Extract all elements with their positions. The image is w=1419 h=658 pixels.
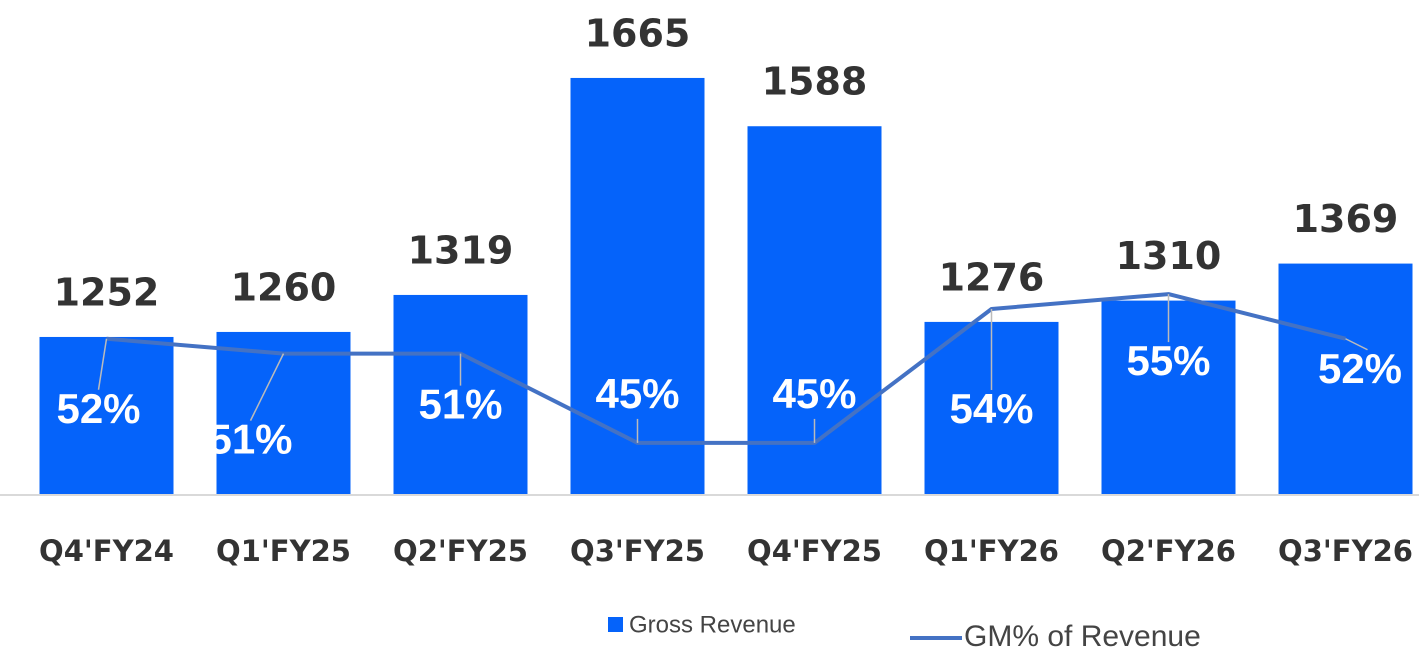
legend-label: GM% of Revenue	[964, 620, 1201, 653]
bar	[1278, 263, 1413, 495]
leader-line	[97, 338, 108, 390]
x-tick-label: Q1'FY26	[924, 534, 1059, 568]
bar-value-label: 1252	[54, 270, 160, 314]
bar	[393, 294, 528, 495]
leader-line	[1345, 338, 1368, 351]
legend-swatch	[608, 617, 623, 632]
line-value-label: 45%	[595, 370, 679, 417]
bar-value-label: 1588	[762, 60, 868, 104]
x-tick-label: Q2'FY25	[393, 534, 528, 568]
x-tick-label: Q4'FY24	[39, 534, 174, 568]
line-series	[106, 292, 1346, 445]
bar-value-label: 1310	[1116, 234, 1222, 278]
x-tick-label: Q3'FY26	[1278, 534, 1413, 568]
bar-value-label: 1260	[231, 265, 337, 309]
bar-value-label: 1665	[585, 11, 691, 55]
line-value-label: 55%	[1126, 337, 1210, 384]
leader-line	[249, 353, 285, 421]
line-value-label: 52%	[56, 385, 140, 432]
legend-label: Gross Revenue	[629, 611, 796, 638]
x-tick-label: Q1'FY25	[216, 534, 351, 568]
bar-value-label: 1319	[408, 228, 514, 272]
bar-value-label: 1369	[1293, 197, 1399, 241]
line-value-label: 54%	[949, 385, 1033, 432]
line-value-label: 52%	[1318, 345, 1402, 392]
line-value-label: 45%	[772, 370, 856, 417]
bar	[39, 336, 174, 495]
x-tick-label: Q3'FY25	[570, 534, 705, 568]
line-value-label: 51%	[418, 381, 502, 428]
x-tick-label: Q2'FY26	[1101, 534, 1236, 568]
bar-value-label: 1276	[939, 255, 1045, 299]
bar	[216, 331, 351, 495]
line-value-label: 51%	[208, 416, 292, 463]
x-tick-label: Q4'FY25	[747, 534, 882, 568]
